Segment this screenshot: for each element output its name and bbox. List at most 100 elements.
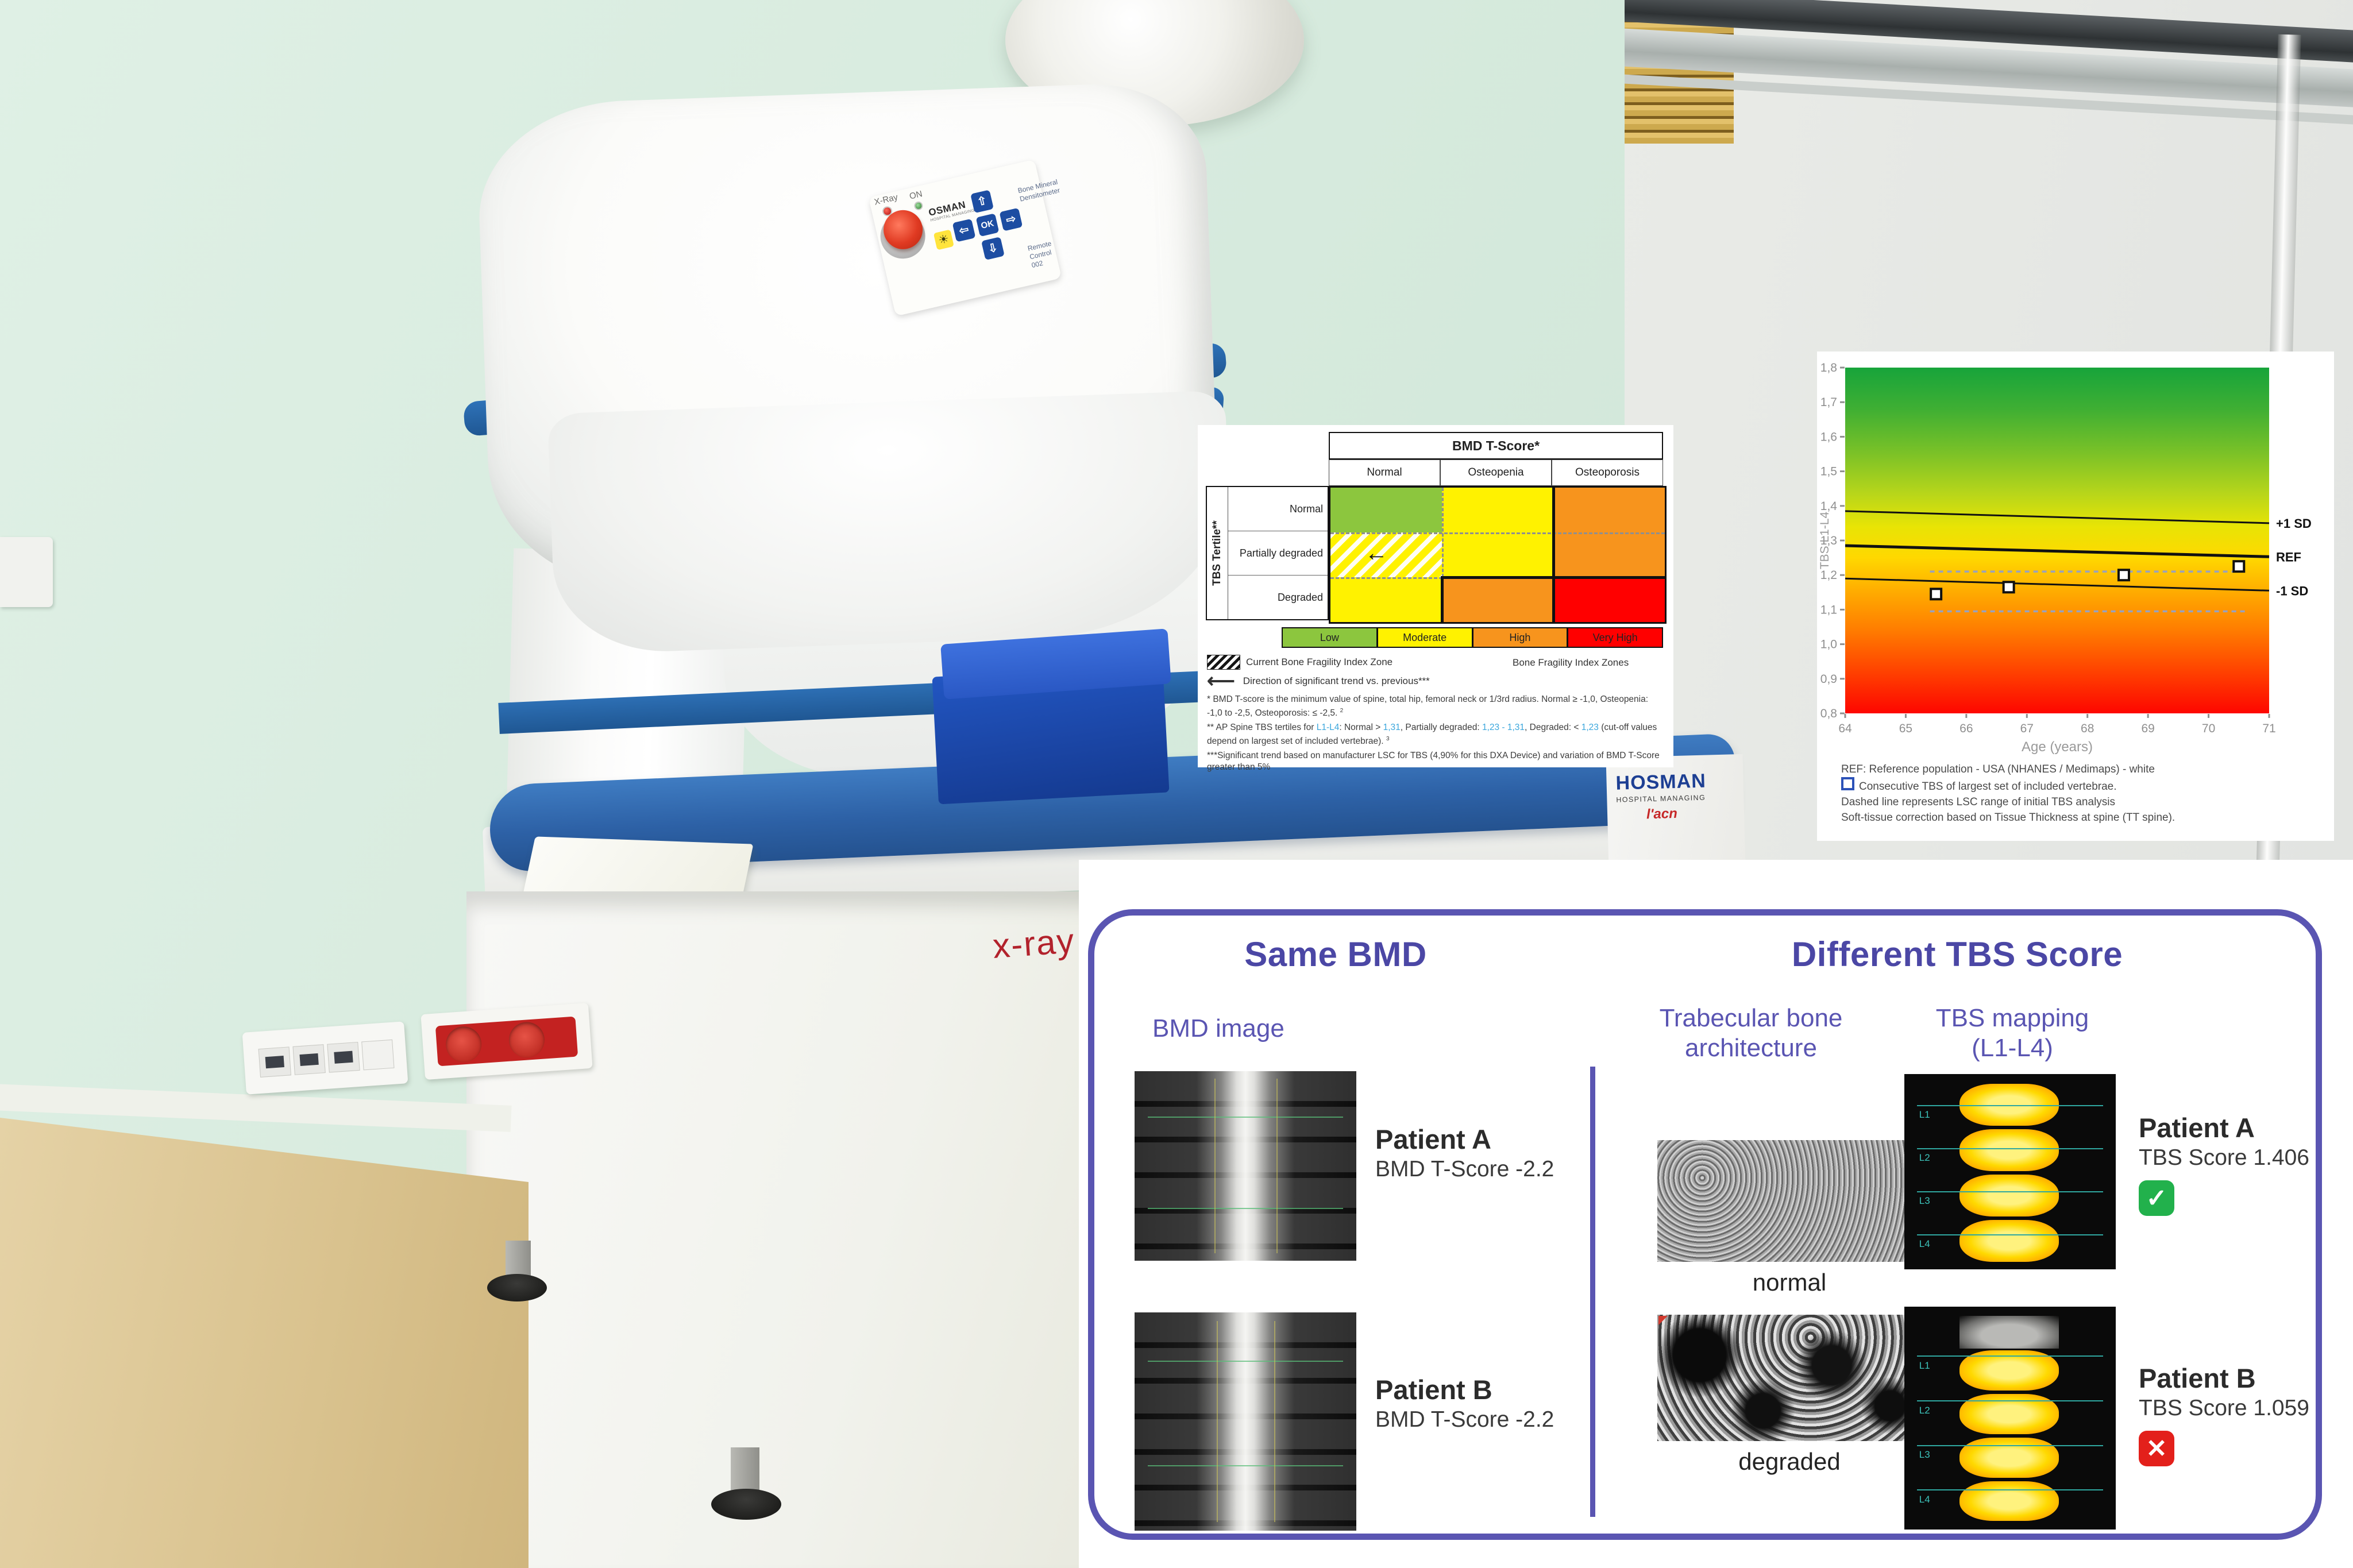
current-zone-caption: Current Bone Fragility Index Zone [1207,655,1392,670]
svg-text:66: 66 [1959,722,1973,735]
legend-very-high: Very High [1568,627,1663,648]
svg-text:70: 70 [2202,722,2215,735]
ref-note: REF: Reference population - USA (NHANES … [1841,763,2155,775]
zone-boundary [1441,576,1444,622]
xray-side-text: x-ray [991,921,1077,965]
matrix-cell-current-zone: ← [1330,532,1442,577]
bmd-table-title: BMD T-Score* [1329,432,1663,459]
matrix-cell [1330,488,1442,532]
normal-label: normal [1752,1269,1827,1296]
hatch-swatch-icon [1207,655,1240,670]
tbs-tertile-axis: TBS Tertile** Normal Partially degraded … [1206,486,1329,620]
patient-b-bmd-image [1135,1312,1356,1531]
col-header-normal: Normal [1329,459,1440,486]
svg-text:65: 65 [1899,722,1912,735]
col-header-osteoporosis: Osteoporosis [1552,459,1663,486]
bmd-column-headers: Normal Osteopenia Osteoporosis [1329,459,1663,486]
patient-a-tbs-text: Patient A TBS Score 1.406 ✓ [2139,1113,2309,1216]
row-axis-label: TBS Tertile** [1207,487,1228,619]
arrow-right-button: ⇨ [999,207,1023,231]
fragility-matrix: ← [1329,486,1667,624]
matrix-cell [1553,488,1665,532]
matrix-cell [1442,577,1553,622]
patient-a-tbs-map: L1 L2 L3 L4 [1904,1074,2116,1269]
svg-text:71: 71 [2262,722,2275,735]
footnote-2: ** AP Spine TBS tertiles for L1-L4: Norm… [1207,723,1657,746]
scanner-foot [711,1489,781,1520]
footnote-3: ***Significant trend based on manufactur… [1207,751,1660,772]
cross-icon: ✕ [2139,1431,2174,1466]
ok-button: OK [975,213,1000,237]
light-switch [0,537,53,607]
bmd-footnotes: * BMD T-score is the minimum value of sp… [1207,694,1664,776]
svg-text:1,8: 1,8 [1820,361,1837,374]
patient-a-bmd-text: Patient A BMD T-Score -2.2 [1375,1124,1554,1181]
same-bmd-title: Same BMD [1244,935,1427,974]
tbs-age-chart-panel: 0,8 0,9 1,0 1,1 1,2 1,3 1,4 1,5 1,6 1,7 1,8 64 65 66 6… [1817,352,2334,841]
light-icon: ☀ [933,229,954,250]
chart-footnotes: REF: Reference population - USA (NHANES … [1841,762,2318,825]
tbs-mapping-header: TBS mapping (L1-L4) [1935,1004,2089,1062]
col-header-osteopenia: Osteopenia [1440,459,1552,486]
panel-bottom-text: Remote Control 002 [1027,239,1052,270]
legend-moderate: Moderate [1377,627,1473,648]
tbs-age-chart: 0,8 0,9 1,0 1,1 1,2 1,3 1,4 1,5 1,6 1,7 1,8 64 65 66 6… [1817,352,2334,762]
row-header-degraded: Degraded [1277,591,1323,603]
fragility-legend: Low Moderate High Very High [1282,627,1663,648]
legend-high: High [1472,627,1568,648]
arrow-down-button: ⇩ [981,237,1005,260]
tbs-comparison-panel: Same BMD Different TBS Score BMD image T… [1079,860,2353,1568]
svg-text:+1 SD: +1 SD [2276,516,2312,531]
row-headers: Normal Partially degraded Degraded [1228,487,1328,619]
hosman-sub: HOSPITAL MANAGING [1616,793,1706,804]
footnote-1: * BMD T-score is the minimum value of sp… [1207,694,1649,718]
bmd-tscore-panel: BMD T-Score* Normal Osteopenia Osteoporo… [1198,425,1673,772]
svg-text:0,9: 0,9 [1820,673,1837,686]
svg-text:1,3: 1,3 [1820,534,1837,547]
patient-b-tbs-map: L1 L2 L3 L4 [1904,1307,2116,1530]
row-header-normal: Normal [1228,487,1328,531]
arrow-up-button: ⇧ [970,190,994,214]
on-indicator-light [913,200,924,211]
marker-note: Consecutive TBS of largest set of includ… [1841,777,2318,794]
zone-boundary [1552,576,1665,579]
square-marker-icon [1841,777,1854,790]
svg-text:68: 68 [2081,722,2094,735]
svg-text:69: 69 [2141,722,2154,735]
zone-boundary [1552,488,1555,578]
svg-text:TBS L1-L4: TBS L1-L4 [1818,511,1831,569]
zone-boundary [1552,576,1555,622]
power-outlet-plate [421,1002,593,1080]
degraded-label: degraded [1738,1448,1841,1475]
trabecular-normal-image [1657,1140,1922,1262]
legend-low: Low [1282,627,1378,648]
panel-divider [1590,1067,1595,1517]
bmd-image-label: BMD image [1152,1014,1284,1042]
dashed-gridline [1442,488,1444,577]
matrix-cell [1553,532,1665,577]
matrix-cell [1553,577,1665,622]
svg-text:64: 64 [1838,722,1852,735]
svg-text:Age (years): Age (years) [2022,739,2093,755]
arrow-left-button: ⇦ [952,218,976,242]
patient-a-bmd-image [1135,1071,1356,1261]
soft-tissue-note: Soft-tissue correction based on Tissue T… [1841,812,2175,824]
dashed-gridline [1330,532,1665,534]
svg-text:1,4: 1,4 [1820,500,1838,513]
svg-text:-1 SD: -1 SD [2276,584,2308,598]
trend-arrow-icon: ← [1365,540,1388,566]
panel-border [1088,909,2322,1540]
svg-text:1,5: 1,5 [1820,465,1837,478]
svg-text:67: 67 [2020,722,2034,735]
on-indicator-label: ON [908,189,924,202]
matrix-cell [1442,488,1553,532]
svg-text:1,1: 1,1 [1820,603,1837,616]
trabecular-header: Trabecular bone architecture [1659,1004,1843,1062]
zone-boundary [1442,576,1555,579]
trend-caption: ⟵ Direction of significant trend vs. pre… [1207,670,1430,692]
trabecular-degraded-image [1657,1315,1922,1441]
zones-caption: Bone Fragility Index Zones [1513,657,1629,668]
patient-b-bmd-text: Patient B BMD T-Score -2.2 [1375,1374,1554,1432]
svg-text:1,0: 1,0 [1820,638,1837,651]
